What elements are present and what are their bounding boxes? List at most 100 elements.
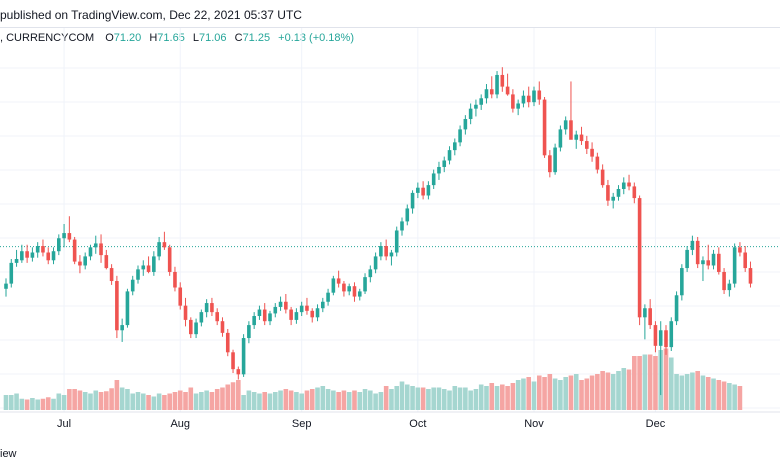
volume-bar bbox=[336, 392, 341, 410]
candle bbox=[579, 126, 584, 145]
volume-bar bbox=[209, 392, 215, 410]
candle bbox=[14, 249, 19, 267]
volume-bar bbox=[315, 387, 320, 410]
candle bbox=[9, 258, 14, 288]
candle bbox=[437, 161, 441, 180]
candle bbox=[305, 297, 309, 315]
volume-bar bbox=[109, 388, 114, 410]
candle bbox=[664, 325, 668, 355]
volume-bar bbox=[294, 392, 299, 410]
candle bbox=[225, 328, 230, 357]
volume-bar bbox=[199, 392, 204, 410]
candle bbox=[273, 303, 278, 318]
volume-bar bbox=[695, 371, 700, 410]
volume-bar bbox=[505, 386, 510, 410]
volume-bar bbox=[515, 380, 521, 410]
volume-bar bbox=[415, 387, 421, 410]
volume-bar bbox=[172, 392, 178, 410]
candle bbox=[57, 234, 61, 256]
candlestick-chart[interactable]: Jul Aug Sep Oct Nov Dec bbox=[0, 28, 780, 446]
legend-high-label: H bbox=[149, 32, 158, 44]
candle bbox=[590, 142, 594, 162]
candle bbox=[136, 265, 140, 284]
candle bbox=[569, 81, 573, 140]
candle bbox=[46, 247, 51, 265]
volume-bar bbox=[272, 392, 278, 410]
volume-bar bbox=[220, 387, 225, 410]
candle bbox=[326, 288, 330, 306]
candle bbox=[680, 264, 684, 301]
volume-bar bbox=[368, 390, 373, 410]
volume-bar bbox=[621, 368, 627, 410]
volume-bar bbox=[399, 381, 405, 410]
volume-bar bbox=[732, 384, 737, 410]
volume-bar bbox=[246, 390, 252, 410]
candle bbox=[616, 185, 621, 201]
candle bbox=[537, 81, 542, 105]
ohlc-legend: , CURRENCYCOM O71.20 H71.65 L71.06 C71.2… bbox=[0, 32, 354, 44]
candle bbox=[130, 275, 135, 296]
legend-low-label: L bbox=[192, 32, 200, 44]
volume-bar bbox=[547, 374, 553, 410]
candle bbox=[236, 366, 241, 380]
volume-bar bbox=[146, 395, 151, 410]
candle bbox=[421, 181, 425, 200]
candle bbox=[51, 247, 56, 265]
candle bbox=[426, 181, 431, 200]
candle bbox=[489, 76, 494, 99]
candle bbox=[342, 281, 346, 297]
candle bbox=[109, 264, 114, 285]
candle bbox=[262, 303, 267, 326]
volume-bar bbox=[56, 393, 62, 410]
volume-bar bbox=[484, 386, 489, 410]
candle bbox=[727, 279, 732, 297]
volume-bar bbox=[341, 390, 347, 410]
candle bbox=[505, 73, 510, 96]
volume-bar bbox=[420, 387, 426, 410]
candle bbox=[632, 182, 637, 204]
candle bbox=[405, 204, 410, 226]
volume-bar bbox=[140, 393, 146, 410]
x-tick-label: Oct bbox=[409, 418, 426, 430]
candle bbox=[574, 130, 579, 149]
candle bbox=[35, 242, 40, 258]
volume-bar bbox=[346, 392, 352, 410]
volume-bar bbox=[24, 399, 30, 410]
volume-bar bbox=[457, 387, 463, 410]
candle bbox=[231, 349, 235, 374]
volume-bar bbox=[573, 374, 579, 410]
candle bbox=[25, 244, 29, 263]
candle bbox=[690, 235, 695, 256]
volume-bar bbox=[119, 387, 125, 410]
volume-bar bbox=[642, 354, 648, 410]
volume-bar bbox=[663, 348, 669, 410]
candle bbox=[468, 103, 473, 125]
candle bbox=[410, 190, 415, 214]
volume-bar bbox=[156, 393, 162, 410]
volume-bar bbox=[378, 392, 384, 410]
volume-bar bbox=[510, 383, 516, 410]
volume-bar bbox=[563, 377, 568, 410]
candle bbox=[484, 84, 489, 104]
volume-bar bbox=[320, 386, 326, 410]
volume-bar bbox=[637, 356, 642, 410]
candle bbox=[252, 312, 256, 329]
volume-bar bbox=[690, 372, 695, 410]
volume-bar bbox=[67, 389, 72, 410]
volume-bar bbox=[668, 357, 674, 410]
candle bbox=[62, 224, 66, 248]
candle bbox=[83, 252, 87, 270]
legend-change: +0.13 (+0.18%) bbox=[278, 32, 354, 44]
candle bbox=[669, 317, 674, 352]
volume-bar bbox=[241, 395, 246, 410]
candle bbox=[542, 96, 547, 158]
volume-bar bbox=[125, 389, 130, 410]
volume-bar bbox=[389, 389, 394, 410]
volume-bar bbox=[489, 383, 495, 410]
publish-header: published on TradingView.com, Dec 22, 20… bbox=[0, 0, 780, 28]
candle bbox=[183, 297, 188, 327]
candles bbox=[4, 67, 753, 396]
volume-bar bbox=[88, 393, 93, 410]
candle bbox=[178, 282, 183, 310]
volume-bar bbox=[214, 389, 220, 410]
